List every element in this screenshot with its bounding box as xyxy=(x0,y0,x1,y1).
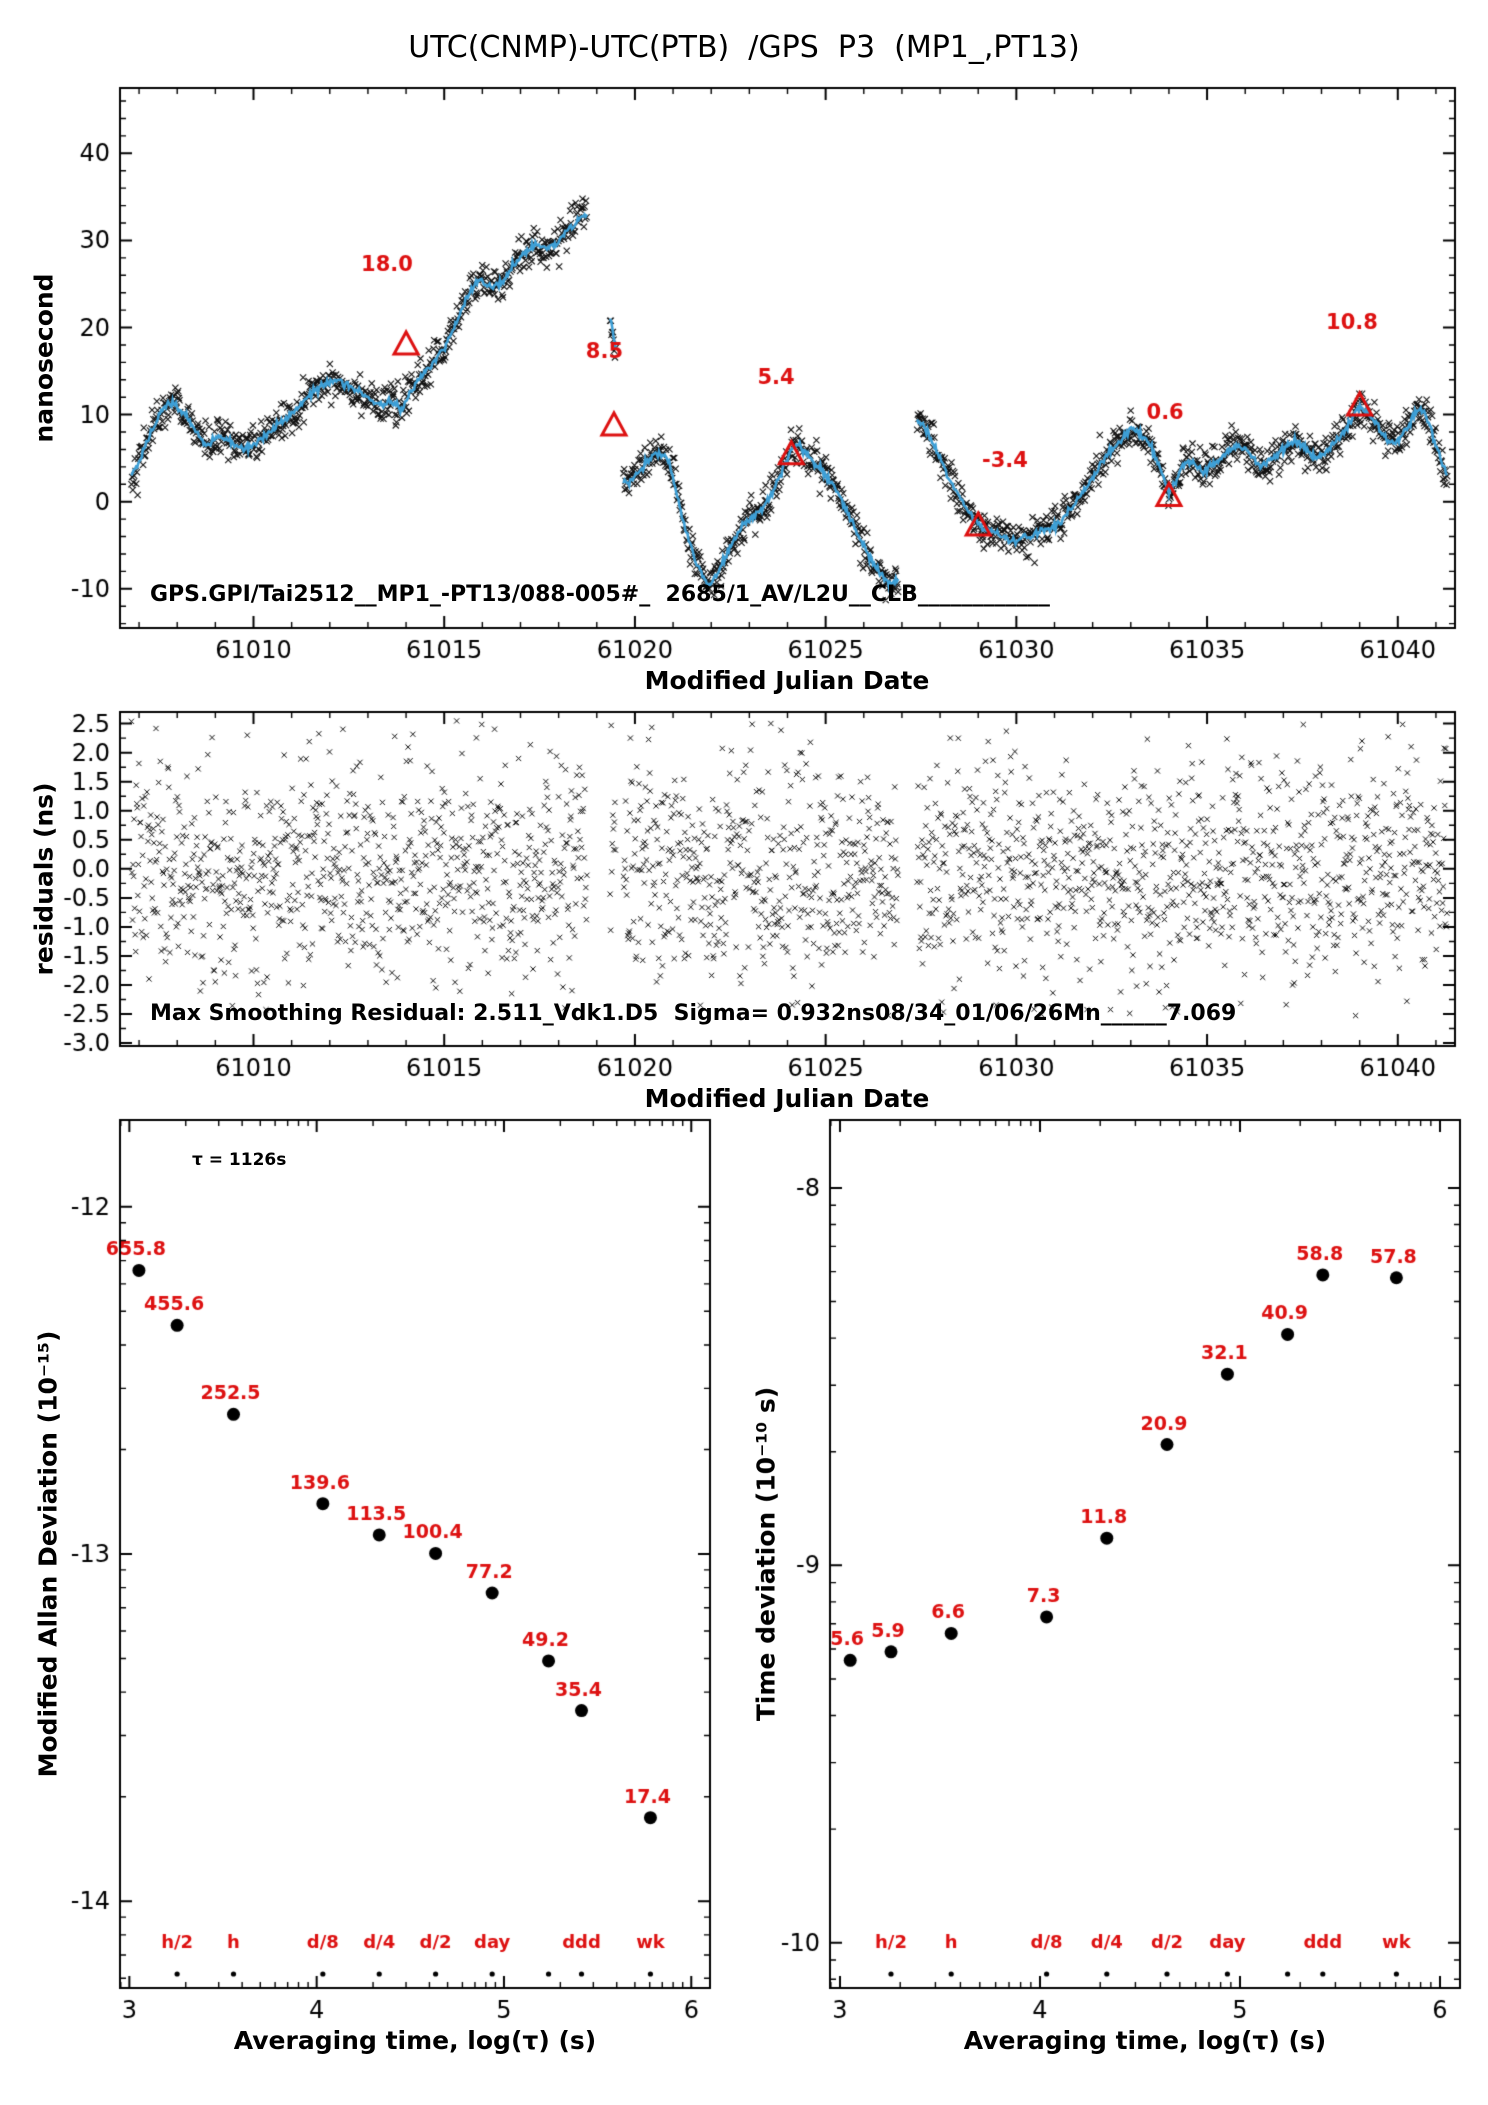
charts-canvas xyxy=(0,0,1488,2105)
plot-page: { "title": "UTC(CNMP)-UTC(PTB) /GPS P3 (… xyxy=(0,0,1488,2105)
